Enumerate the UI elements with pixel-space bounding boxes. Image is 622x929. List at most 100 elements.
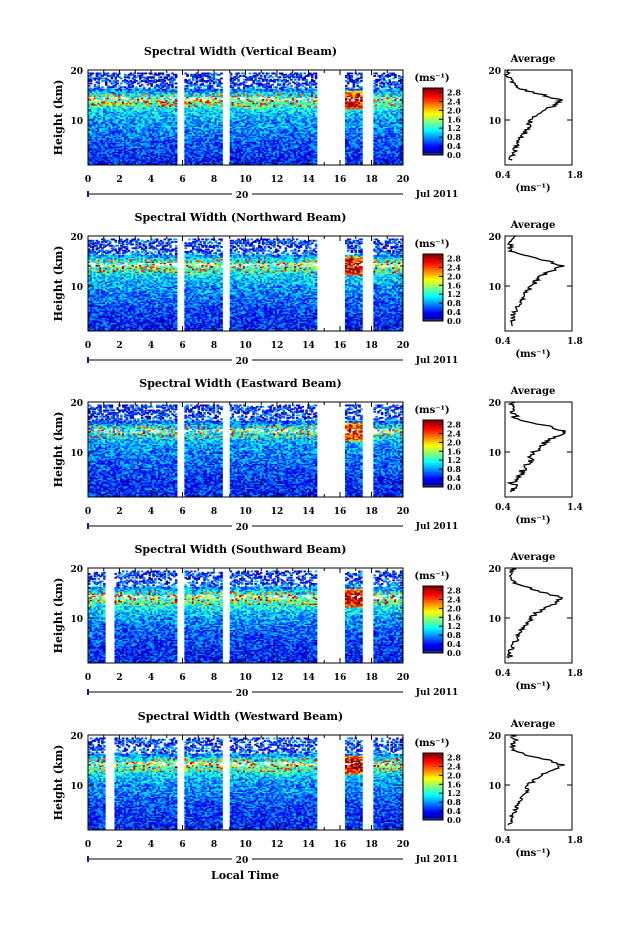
cell	[156, 112, 159, 115]
cell	[110, 111, 114, 114]
cell	[229, 125, 233, 127]
cell	[159, 123, 163, 126]
cell	[205, 80, 208, 82]
cell	[105, 100, 108, 102]
cell	[120, 148, 123, 151]
cell	[127, 130, 131, 132]
cell	[125, 153, 129, 156]
cell	[156, 131, 159, 134]
cell	[197, 93, 201, 96]
cell	[233, 138, 236, 141]
cell	[163, 105, 167, 107]
cell	[148, 110, 151, 112]
cell	[184, 111, 187, 114]
cell	[207, 161, 210, 164]
cell	[209, 158, 212, 161]
cell	[214, 107, 218, 110]
cell	[89, 138, 93, 141]
cell	[142, 86, 146, 89]
cell	[91, 108, 95, 111]
cell	[99, 140, 102, 142]
cell	[154, 132, 157, 135]
cell	[89, 87, 93, 90]
cell	[123, 128, 127, 131]
cell	[244, 78, 248, 81]
cell	[163, 131, 167, 134]
cell	[103, 158, 106, 161]
cell	[140, 128, 144, 131]
cell	[165, 118, 168, 121]
cell	[137, 96, 140, 99]
cell	[171, 132, 174, 135]
cell	[188, 95, 191, 97]
cell	[210, 98, 214, 101]
cell	[116, 136, 119, 139]
cell	[156, 125, 159, 127]
cell	[125, 145, 129, 147]
cell	[95, 95, 99, 97]
cell	[129, 140, 133, 142]
cell	[91, 77, 95, 80]
cell	[243, 83, 246, 86]
cell	[157, 96, 161, 99]
cell	[156, 151, 159, 154]
cell	[195, 81, 199, 84]
cell	[169, 81, 172, 84]
cell	[105, 146, 108, 149]
cell	[174, 148, 178, 151]
cell	[163, 162, 167, 165]
cell	[99, 117, 102, 120]
cell	[203, 121, 206, 124]
cell	[157, 103, 161, 106]
cell	[131, 150, 134, 152]
cell	[95, 147, 99, 150]
cell	[88, 95, 91, 97]
cell	[235, 118, 238, 121]
cell	[173, 133, 176, 136]
cell	[201, 90, 204, 92]
cell	[139, 78, 142, 81]
cell	[139, 125, 142, 127]
cell	[105, 161, 108, 164]
cell	[167, 118, 170, 121]
cell	[231, 121, 235, 124]
cell	[106, 158, 110, 161]
cell	[148, 152, 151, 155]
cell	[192, 136, 195, 139]
cell	[192, 161, 195, 164]
cell	[207, 125, 210, 127]
cell	[167, 147, 170, 150]
cell	[148, 116, 151, 119]
cell	[103, 133, 106, 136]
cell	[246, 146, 250, 149]
cell	[159, 146, 163, 149]
cell	[195, 75, 199, 77]
cell	[220, 133, 223, 136]
cell	[193, 160, 197, 162]
cell	[218, 125, 221, 127]
cell	[139, 103, 142, 106]
cell	[243, 102, 246, 105]
cell	[139, 97, 142, 100]
cell	[135, 88, 138, 91]
cell	[101, 120, 104, 122]
cell	[114, 145, 117, 147]
cell	[159, 135, 163, 137]
cell	[218, 80, 221, 82]
cell	[188, 82, 191, 85]
cell	[216, 122, 219, 125]
cell	[125, 80, 129, 82]
cell	[154, 136, 157, 139]
cell	[125, 121, 129, 124]
cell	[212, 88, 216, 91]
cell	[93, 126, 97, 129]
cell	[157, 118, 161, 121]
cell	[97, 91, 100, 94]
cell	[125, 160, 129, 162]
cell	[146, 142, 150, 145]
cell	[131, 145, 134, 147]
cell	[133, 103, 136, 106]
cell	[201, 132, 204, 135]
cell	[106, 118, 110, 121]
cell	[161, 160, 165, 162]
